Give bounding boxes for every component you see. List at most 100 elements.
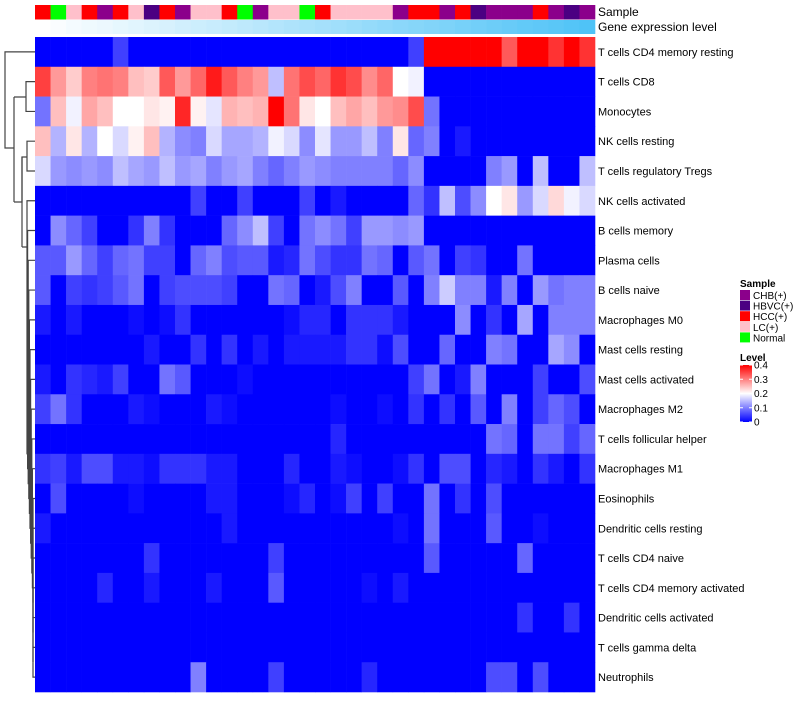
dendrogram-branch (32, 616, 35, 648)
heatmap-cell (190, 126, 207, 157)
heatmap-cell (175, 543, 191, 574)
heatmap-cell (97, 126, 114, 157)
heatmap-cell (81, 245, 98, 276)
heatmap-cell (392, 483, 409, 514)
heatmap-cell (237, 453, 254, 484)
heatmap-cell (283, 572, 300, 603)
heatmap-cell (579, 543, 596, 574)
heatmap-cell (501, 96, 518, 127)
heatmap-cell (548, 513, 565, 544)
heatmap-cell (330, 364, 347, 395)
heatmap-cell (143, 215, 160, 246)
heatmap-cell (470, 245, 487, 276)
heatmap-cell (221, 572, 238, 603)
heatmap-cell (517, 185, 534, 216)
heatmap-cell (361, 394, 378, 425)
heatmap-cell (50, 364, 67, 395)
heatmap-cell (221, 334, 238, 365)
heatmap-cell (268, 513, 285, 544)
heatmap-cell (330, 483, 347, 514)
sample-annotation-cell (221, 5, 238, 20)
heatmap-cell (330, 602, 347, 633)
heatmap-cell (439, 66, 456, 97)
legend-item-label: Normal (753, 333, 785, 344)
heatmap-cell (408, 334, 425, 365)
heatmap-cell (377, 245, 394, 276)
heatmap-cell (143, 275, 160, 306)
heatmap-cell (439, 37, 456, 68)
heatmap-cell (50, 483, 67, 514)
heatmap-cell (408, 275, 425, 306)
heatmap-cell (175, 126, 191, 157)
legend-title-level: Level (740, 353, 766, 364)
heatmap-cell (548, 394, 565, 425)
sample-annotation-cell (423, 5, 440, 20)
heatmap-cell (159, 572, 176, 603)
row-label: T cells regulatory Tregs (598, 166, 713, 178)
heatmap-cell (50, 185, 67, 216)
heatmap-cell (35, 126, 51, 157)
heatmap-cell (237, 156, 254, 187)
heatmap-cell (128, 364, 145, 395)
level-tick-label: 0.3 (754, 375, 768, 386)
heatmap-cell (299, 37, 316, 68)
heatmap-cell (159, 215, 176, 246)
heatmap-cell (563, 126, 580, 157)
heatmap-cell (377, 96, 394, 127)
heatmap-cell (408, 215, 425, 246)
dendrogram-branch (14, 140, 35, 203)
heatmap-cell (206, 394, 222, 425)
heatmap-cell (439, 275, 456, 306)
heatmap-cell (206, 662, 222, 693)
heatmap-cell (439, 185, 456, 216)
heatmap-cell (563, 572, 580, 603)
heatmap-cell (330, 304, 347, 336)
dendrogram-branch (31, 438, 35, 559)
gene-level-annotation-cell (361, 20, 378, 34)
heatmap-cell (175, 185, 191, 216)
heatmap-cell (206, 66, 222, 97)
heatmap-cell (299, 66, 316, 97)
heatmap-cell (470, 483, 487, 514)
heatmap-cell (346, 662, 362, 693)
heatmap-cell (299, 275, 316, 306)
heatmap-cell (237, 572, 254, 603)
heatmap-cell (221, 602, 238, 633)
heatmap-cell (330, 334, 347, 365)
heatmap-cell (439, 543, 456, 574)
gene-level-annotation-cell (330, 20, 347, 34)
heatmap-cell (501, 453, 518, 484)
heatmap-cell (315, 662, 331, 693)
heatmap-cell (532, 513, 549, 544)
sample-annotation-cell (315, 5, 331, 20)
heatmap-cell (237, 483, 254, 514)
heatmap-cell (563, 602, 580, 633)
heatmap-cell (35, 37, 51, 68)
heatmap-cell (299, 334, 316, 365)
heatmap-cell (175, 304, 191, 336)
heatmap-cell (159, 513, 176, 544)
heatmap-cell (221, 424, 238, 455)
heatmap-cell (408, 185, 425, 216)
heatmap-cell (268, 334, 285, 365)
heatmap-cell (579, 126, 596, 157)
heatmap-cell (221, 245, 238, 276)
heatmap-cell (361, 632, 378, 663)
heatmap-cell (35, 543, 51, 574)
sample-annotation-cell (283, 5, 300, 20)
heatmap-cell (237, 513, 254, 544)
heatmap-cell (81, 66, 98, 97)
heatmap-cell (159, 185, 176, 216)
heatmap-cell (470, 364, 487, 395)
heatmap-cell (66, 156, 82, 187)
row-label: T cells CD8 (598, 77, 655, 89)
heatmap-cell (237, 37, 254, 68)
heatmap-cell (361, 96, 378, 127)
heatmap-cell (408, 304, 425, 336)
heatmap-cell (501, 37, 518, 68)
heatmap-cell (579, 572, 596, 603)
heatmap-cell (392, 662, 409, 693)
gene-level-annotation-cell (81, 20, 98, 34)
heatmap-cell (299, 483, 316, 514)
heatmap-cell (501, 483, 518, 514)
